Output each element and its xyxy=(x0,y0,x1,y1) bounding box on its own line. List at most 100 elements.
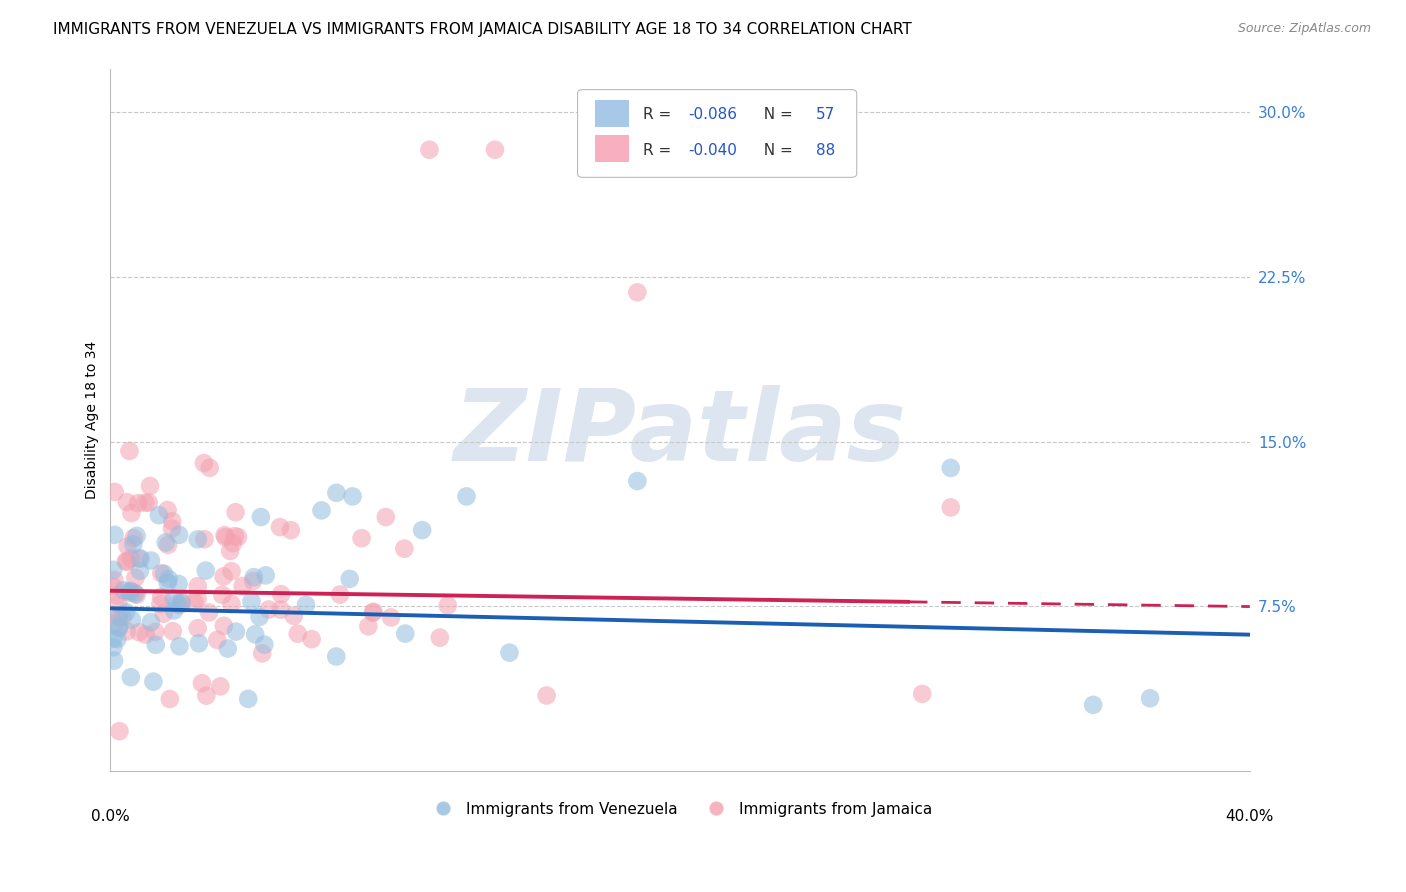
Point xyxy=(195,689,218,703)
Point xyxy=(357,619,380,633)
Point xyxy=(238,691,260,706)
Point xyxy=(124,571,146,585)
Point xyxy=(270,587,292,601)
Point xyxy=(108,620,131,634)
Text: 88: 88 xyxy=(815,144,835,158)
Point xyxy=(103,580,125,594)
Point xyxy=(108,621,131,635)
Point xyxy=(163,591,186,606)
Point xyxy=(243,627,266,641)
Text: 57: 57 xyxy=(815,107,835,121)
Point xyxy=(103,640,125,655)
Point xyxy=(253,638,276,652)
Point xyxy=(167,528,190,542)
Point xyxy=(162,624,184,639)
Point xyxy=(224,529,246,543)
Text: N =: N = xyxy=(754,144,797,158)
Point xyxy=(214,528,236,542)
Point xyxy=(128,551,150,566)
Point xyxy=(219,544,242,558)
Point xyxy=(325,485,347,500)
Point xyxy=(212,569,235,583)
Point xyxy=(187,579,209,593)
Point xyxy=(156,575,179,590)
Point xyxy=(193,533,215,547)
Point xyxy=(363,605,385,619)
Point xyxy=(187,591,209,606)
Point xyxy=(339,572,361,586)
Point xyxy=(142,674,165,689)
Point xyxy=(187,636,209,650)
Point xyxy=(411,523,433,537)
Point xyxy=(217,641,239,656)
Point xyxy=(350,531,373,545)
Point xyxy=(225,624,247,639)
Point xyxy=(456,490,478,504)
Point xyxy=(212,619,235,633)
Text: N =: N = xyxy=(754,107,797,121)
Point xyxy=(120,670,142,684)
Point xyxy=(361,606,384,620)
Point xyxy=(394,626,416,640)
Point xyxy=(122,537,145,551)
Point xyxy=(198,460,221,475)
Point xyxy=(115,495,138,509)
Point xyxy=(128,625,150,640)
Point xyxy=(536,689,558,703)
Point xyxy=(150,566,173,581)
Point xyxy=(156,538,179,552)
Text: Source: ZipAtlas.com: Source: ZipAtlas.com xyxy=(1237,22,1371,36)
Point xyxy=(153,566,176,581)
Point xyxy=(155,535,177,549)
Point xyxy=(103,563,125,577)
Point xyxy=(232,579,254,593)
Point xyxy=(169,640,191,654)
Point xyxy=(311,503,333,517)
Point xyxy=(250,510,273,524)
Point xyxy=(418,143,440,157)
Text: ZIPatlas: ZIPatlas xyxy=(454,385,907,483)
Point xyxy=(103,573,125,587)
Point xyxy=(225,505,247,519)
Point xyxy=(103,616,125,631)
Text: R =: R = xyxy=(643,107,676,121)
Point xyxy=(118,444,141,458)
Point xyxy=(214,530,236,544)
Point xyxy=(138,495,160,509)
Point xyxy=(498,646,520,660)
Point xyxy=(117,584,139,599)
Point xyxy=(150,590,173,604)
Point xyxy=(193,456,215,470)
Point xyxy=(257,602,280,616)
Point xyxy=(280,523,302,537)
Point xyxy=(240,594,263,608)
Point xyxy=(269,520,291,534)
Point xyxy=(163,603,186,617)
Point xyxy=(107,597,129,611)
Point xyxy=(211,588,233,602)
Point xyxy=(484,143,506,157)
Point xyxy=(194,564,217,578)
Point xyxy=(221,564,243,578)
Point xyxy=(626,285,648,300)
Point xyxy=(103,528,125,542)
Point xyxy=(120,584,142,599)
Point xyxy=(125,588,148,602)
Point xyxy=(111,610,134,624)
Point xyxy=(157,572,180,586)
Point xyxy=(295,598,318,612)
Text: R =: R = xyxy=(643,144,676,158)
Point xyxy=(135,627,157,641)
Point xyxy=(226,530,249,544)
Point xyxy=(209,679,232,693)
Point xyxy=(198,606,221,620)
Point xyxy=(105,632,128,647)
Point xyxy=(187,533,209,547)
Point xyxy=(152,607,174,621)
Point xyxy=(301,632,323,647)
Legend: Immigrants from Venezuela, Immigrants from Jamaica: Immigrants from Venezuela, Immigrants fr… xyxy=(422,796,938,822)
Point xyxy=(108,724,131,739)
Point xyxy=(148,508,170,523)
Point xyxy=(325,649,347,664)
Point xyxy=(129,564,152,578)
